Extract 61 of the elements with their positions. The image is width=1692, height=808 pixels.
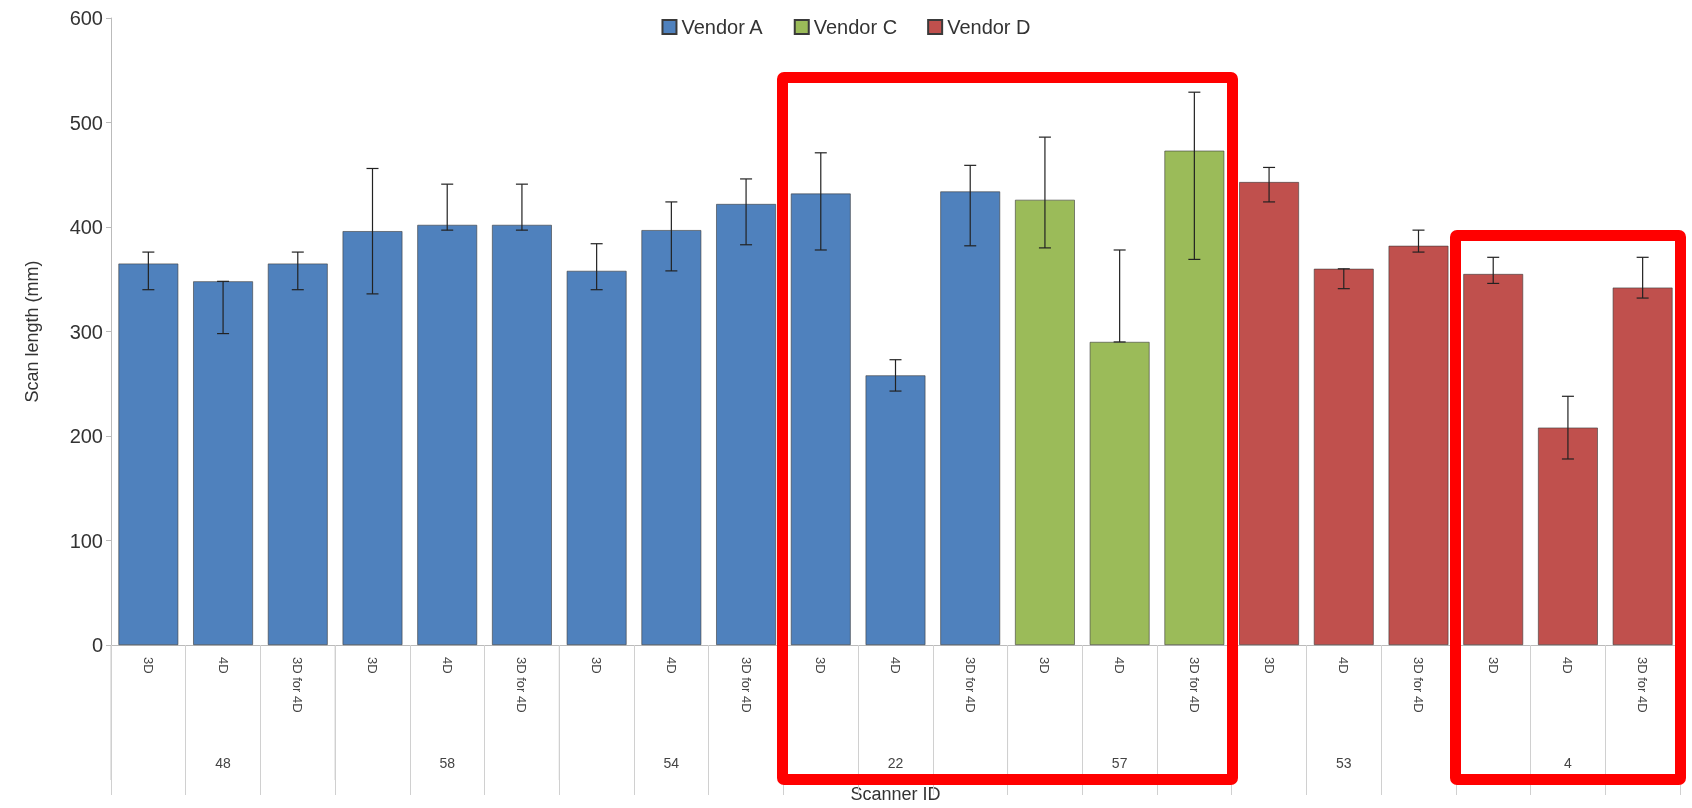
bar [1089,341,1150,645]
y-tick-label: 200 [69,425,103,447]
text: 4 [1564,755,1573,771]
x-tick-label: 4D [215,657,231,674]
bar [118,263,179,645]
x-tick-label: 4D [888,657,903,674]
bar [417,224,478,645]
x-tick-label: 3D for 4D [962,657,978,713]
y-tick-label: 500 [69,111,103,134]
bar [1239,182,1299,645]
bar [1463,274,1524,645]
text: 54 [663,755,680,771]
x-tick-label: 3D [1485,657,1501,674]
x-tick-label: 3D for 4D [1411,657,1426,713]
x-tick-label: 3D for 4D [738,657,754,713]
x-tick-label: 4D [439,657,455,674]
y-tick-label: 300 [69,320,103,343]
x-tick-label: 3D [140,657,156,674]
text: 58 [439,755,456,771]
bar [342,231,403,645]
bar [1313,268,1374,645]
x-tick-label: 3D for 4D [1635,657,1651,713]
x-tick-label: 4D [1336,657,1352,674]
y-axis-title: Scan length (mm) [22,260,42,403]
y-tick-label: 0 [91,634,103,656]
x-tick-label: 3D [1261,657,1277,674]
bar [1388,245,1449,645]
bar [1612,287,1673,645]
text: 57 [1111,755,1128,771]
x-axis-title: Scanner ID [850,784,941,804]
x-tick-label: 3D for 4D [290,657,306,713]
x-tick-label: 4D [1560,657,1576,674]
bar [790,193,851,645]
y-tick-label: 600 [69,7,103,29]
text: 22 [887,755,904,771]
legend-label: Vendor D [947,16,1031,38]
x-tick-label: 3D for 4D [1186,657,1202,713]
x-tick-label: 3D [1037,657,1053,674]
text: 48 [215,755,232,771]
x-tick-label: 4D [663,657,679,674]
x-tick-label: 3D [813,657,829,674]
x-tick-label: 3D [365,657,380,674]
text: 53 [1336,755,1352,771]
y-tick-label: 400 [69,216,103,238]
y-tick-label: 100 [69,529,103,552]
x-tick-label: 3D [589,657,605,674]
bar [193,281,253,645]
x-tick-label: 3D for 4D [514,657,530,713]
bar [566,270,627,645]
bar [1538,427,1598,645]
legend-label: Vendor A [681,16,764,38]
bar [492,224,552,645]
bar [865,375,926,645]
bar [716,204,776,645]
bar [940,191,1001,645]
bar [1164,150,1225,645]
bar [641,230,702,645]
bar [1015,199,1075,645]
bar [267,263,328,645]
legend-label: Vendor C [813,16,898,38]
x-tick-label: 4D [1112,657,1128,674]
